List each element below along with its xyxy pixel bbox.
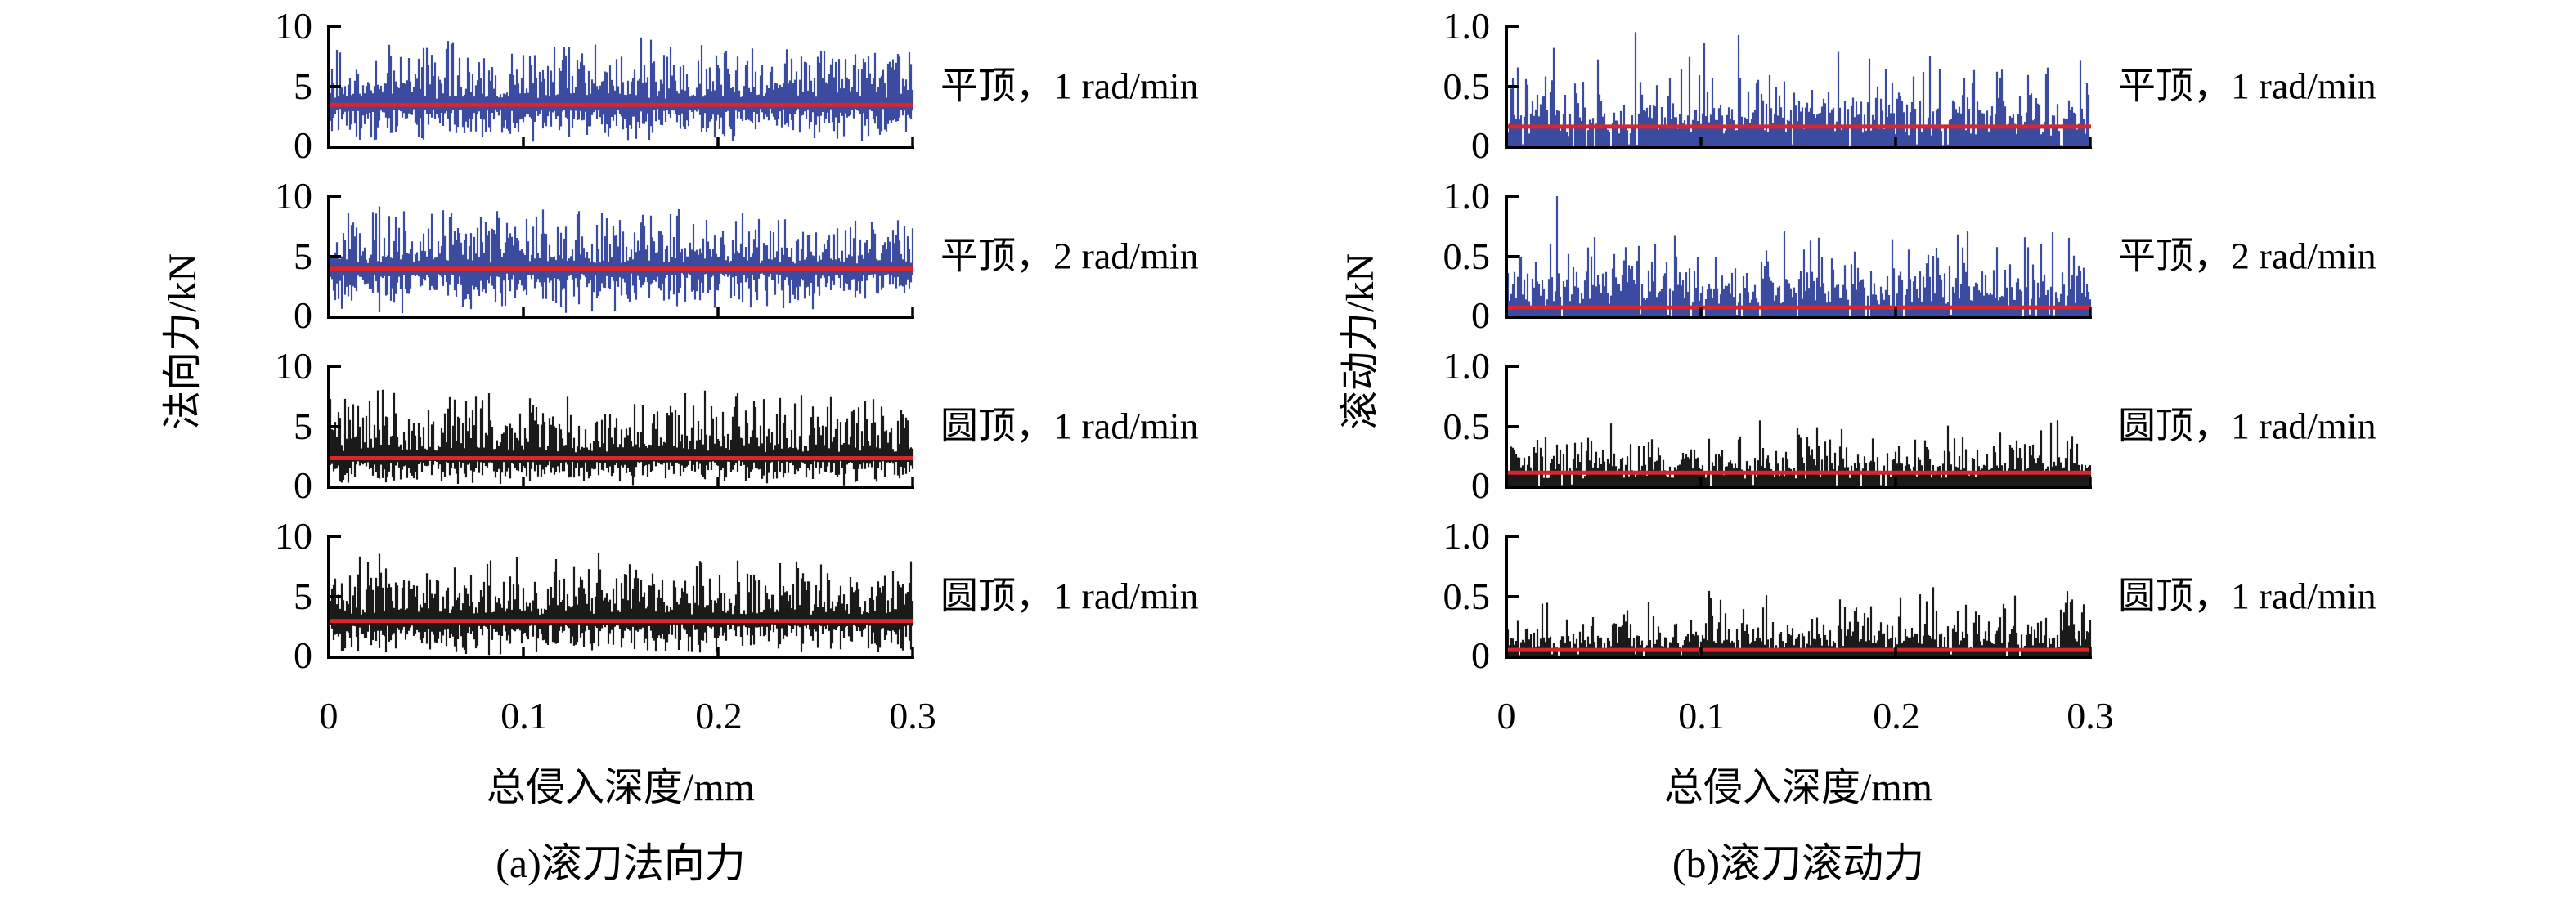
y-tick-label: 10 bbox=[275, 5, 312, 47]
y-tick-label: 10 bbox=[275, 515, 312, 557]
signal-plot bbox=[1505, 25, 2092, 149]
x-tick-label: 0.2 bbox=[695, 695, 743, 737]
trace-condition-label: 圆顶，1 rad/min bbox=[940, 405, 1199, 447]
y-tick-label: 10 bbox=[275, 175, 312, 217]
y-tick-label: 1.0 bbox=[1443, 515, 1491, 557]
y-tick-label: 0 bbox=[294, 634, 312, 676]
y-tick-label: 0 bbox=[294, 294, 312, 336]
trace-condition-label: 圆顶，1 rad/min bbox=[2118, 575, 2376, 617]
x-tick-label: 0.3 bbox=[2067, 695, 2114, 737]
signal-plot bbox=[1505, 195, 2092, 319]
y-tick-label: 0.5 bbox=[1443, 405, 1491, 447]
panel-a-subplot-2: 10 5 0 平顶，2 rad/min bbox=[275, 177, 1199, 334]
y-tick-label: 5 bbox=[294, 65, 312, 107]
signal-plot bbox=[1505, 365, 2092, 489]
x-tick-label: 0.1 bbox=[1678, 695, 1726, 737]
panel-b-subplot-4: 1.0 0.5 0 圆顶，1 rad/min bbox=[1443, 517, 2376, 674]
trace-condition-label: 平顶，2 rad/min bbox=[2118, 235, 2376, 277]
y-tick-label: 1.0 bbox=[1443, 175, 1491, 217]
y-tick-label: 0 bbox=[1471, 124, 1490, 166]
signal-plot bbox=[327, 25, 914, 149]
panel-b-x-axis-label: 总侵入深度/mm bbox=[1663, 766, 1933, 809]
y-tick-label: 0.5 bbox=[1443, 575, 1491, 617]
force-signal-trace bbox=[1506, 32, 2092, 147]
y-tick-label: 1.0 bbox=[1443, 5, 1491, 47]
x-tick-label: 0.3 bbox=[889, 695, 936, 737]
panel-a-subplot-4: 10 5 0 圆顶，1 rad/min bbox=[275, 517, 1199, 674]
signal-plot bbox=[327, 195, 914, 319]
y-tick-label: 0 bbox=[1471, 294, 1490, 336]
trace-condition-label: 平顶，1 rad/min bbox=[940, 65, 1199, 107]
signal-plot bbox=[327, 535, 914, 659]
y-tick-label: 0 bbox=[1471, 634, 1490, 676]
panel-b-caption: (b)滚刀滚动力 bbox=[1672, 840, 1925, 886]
trace-condition-label: 圆顶，1 rad/min bbox=[940, 575, 1199, 617]
y-tick-label: 5 bbox=[294, 405, 312, 447]
trace-condition-label: 平顶，1 rad/min bbox=[2118, 65, 2376, 107]
force-signal-trace bbox=[1506, 587, 2092, 657]
panel-b-y-axis-label: 滚动力/kN bbox=[1339, 253, 1382, 431]
force-signal-trace bbox=[1506, 196, 2092, 317]
y-tick-label: 1.0 bbox=[1443, 345, 1491, 387]
y-tick-label: 10 bbox=[275, 345, 312, 387]
signal-plot bbox=[1505, 535, 2092, 659]
y-tick-label: 5 bbox=[294, 575, 312, 617]
panel-b-subplot-2: 1.0 0.5 0 平顶，2 rad/min bbox=[1443, 177, 2376, 334]
force-signal-trace bbox=[1506, 420, 2092, 487]
y-tick-label: 0 bbox=[294, 124, 312, 166]
panel-b-subplot-1: 1.0 0.5 0 平顶，1 rad/min bbox=[1443, 7, 2376, 164]
y-tick-label: 0 bbox=[1471, 464, 1490, 506]
x-tick-label: 0.1 bbox=[500, 695, 548, 737]
panel-a-subplot-3: 10 5 0 圆顶，1 rad/min bbox=[275, 347, 1199, 504]
y-tick-label: 5 bbox=[294, 235, 312, 277]
signal-plot bbox=[327, 365, 914, 489]
panel-a-subplot-1: 10 5 0 平顶，1 rad/min bbox=[275, 7, 1199, 164]
trace-condition-label: 圆顶，1 rad/min bbox=[2118, 405, 2376, 447]
x-tick-label: 0.2 bbox=[1873, 695, 1920, 737]
y-tick-label: 0.5 bbox=[1443, 235, 1491, 277]
x-tick-label: 0 bbox=[319, 695, 339, 737]
panel-a-x-axis-label: 总侵入深度/mm bbox=[486, 766, 756, 809]
y-tick-label: 0 bbox=[294, 464, 312, 506]
trace-condition-label: 平顶，2 rad/min bbox=[940, 235, 1199, 277]
y-tick-label: 0.5 bbox=[1443, 65, 1491, 107]
panel-b-subplot-3: 1.0 0.5 0 圆顶，1 rad/min bbox=[1443, 347, 2376, 504]
panel-a-caption: (a)滚刀法向力 bbox=[496, 840, 746, 886]
x-tick-label: 0 bbox=[1497, 695, 1516, 737]
